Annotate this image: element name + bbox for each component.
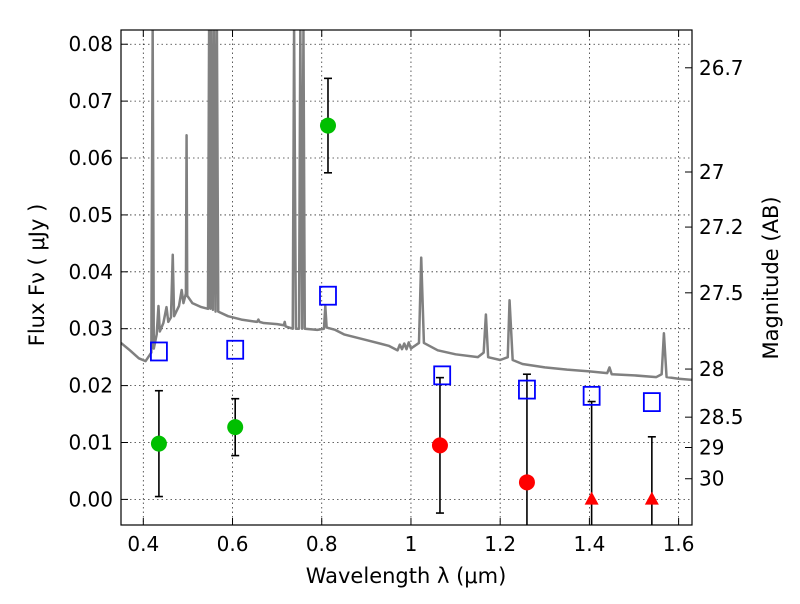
x-tick-label: 0.4 <box>127 532 159 556</box>
y-axis-title: Flux Fν ( μJy ) <box>25 204 49 347</box>
y2-axis-title: Magnitude (AB) <box>759 196 783 359</box>
y-tick-label: 0.08 <box>68 32 113 56</box>
y-tick-label: 0.00 <box>68 487 113 511</box>
y-tick-label: 0.04 <box>68 260 113 284</box>
y2-tick-label: 28 <box>699 357 724 381</box>
model-square <box>150 341 168 362</box>
model-square <box>642 392 661 413</box>
plot-area <box>121 30 692 525</box>
x-tick-label: 0.6 <box>217 532 249 556</box>
x-tick-label: 0.8 <box>306 532 338 556</box>
y-tick-label: 0.02 <box>68 374 113 398</box>
model-square <box>226 339 245 360</box>
upper-limit-triangle <box>584 491 599 505</box>
red-point <box>431 437 448 454</box>
y-tick-label: 0.05 <box>68 203 113 227</box>
y2-tick-label: 27 <box>699 160 724 184</box>
x-tick-label: 1 <box>405 532 418 556</box>
y2-tick-label: 27.2 <box>699 215 744 239</box>
upper-limit-triangle <box>644 491 659 505</box>
y-tick-label: 0.03 <box>68 317 113 341</box>
green-point <box>319 117 336 134</box>
y2-tick-label: 30 <box>699 467 724 491</box>
y-tick-label: 0.06 <box>68 146 113 170</box>
green-point <box>227 419 244 436</box>
x-axis-title: Wavelength λ (μm) <box>306 564 507 588</box>
y-tick-label: 0.07 <box>68 89 113 113</box>
y2-tick-label: 29 <box>699 436 724 460</box>
x-tick-label: 1.4 <box>573 532 605 556</box>
x-tick-label: 1.2 <box>484 532 516 556</box>
green-point <box>150 435 167 452</box>
y2-tick-label: 27.5 <box>699 281 744 305</box>
x-tick-label: 1.6 <box>663 532 695 556</box>
model-square <box>319 285 337 306</box>
model-square <box>518 379 536 400</box>
y-tick-label: 0.01 <box>68 431 113 455</box>
axes-layer: 0.4 0.6 0.8 1 1.2 1.4 1.6 0.00 0.01 0.02 0.03 0.04 0… <box>68 29 744 556</box>
y2-tick-label: 26.7 <box>699 56 744 80</box>
model-square <box>433 365 452 386</box>
red-point <box>518 474 535 491</box>
y2-tick-label: 28.5 <box>699 405 744 429</box>
grid-layer <box>121 30 692 525</box>
spectrum-line <box>121 30 692 382</box>
model-square <box>582 385 601 406</box>
plot-frame <box>120 29 693 526</box>
